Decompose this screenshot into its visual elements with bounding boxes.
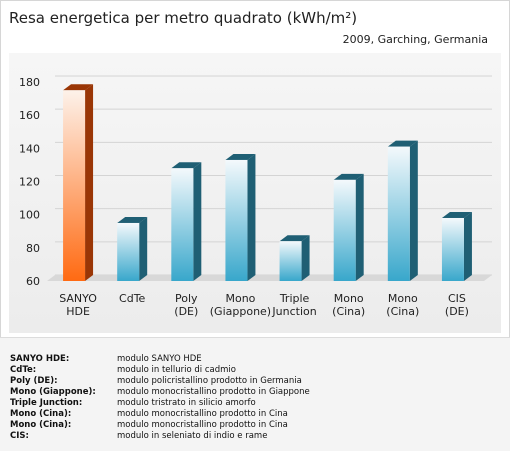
bar-top <box>279 235 310 242</box>
legend-row: Mono (Giappone): modulo monocristallino p… <box>10 387 310 398</box>
bar <box>171 168 194 281</box>
legend-description: modulo tristrato in silicio amorfo <box>117 398 256 408</box>
x-tick-label: SANYO HDE <box>59 292 97 318</box>
legend-key: Mono (Giappone): <box>10 387 96 397</box>
bar-side <box>463 211 472 281</box>
chart-floor <box>47 275 492 281</box>
bar <box>279 241 302 281</box>
bar <box>441 217 464 281</box>
legend-row: Triple Junction: modulo tristrato in sili… <box>10 398 310 409</box>
y-tick-label: 100 <box>19 209 40 222</box>
x-tick-label: CdTe <box>119 292 146 305</box>
chart-subtitle: 2009, Garching, Germania <box>342 33 488 46</box>
bar-top <box>171 162 202 169</box>
legend-key: Triple Junction: <box>10 398 83 408</box>
legend-key: Mono (Cina): <box>10 420 72 430</box>
bar-side <box>139 216 148 281</box>
bar-chart: 60 80 100 120 140 160 180 SANYO HDE CdTe Poly (DE)… <box>19 75 492 318</box>
legend-description: modulo monocristallino prodotto in Cina <box>117 420 288 430</box>
legend-key: CIS: <box>10 431 29 441</box>
x-tick-label: Poly (DE) <box>174 292 198 318</box>
bar <box>225 159 248 281</box>
y-tick-label: 60 <box>26 275 40 288</box>
legend-key: Poly (DE): <box>10 376 58 386</box>
x-tick-label: CIS (DE) <box>445 292 469 318</box>
y-tick-label: 160 <box>19 109 40 122</box>
bar-side <box>85 84 94 282</box>
bar-side <box>355 173 364 281</box>
legend-row: CIS: modulo in seleniato di indio e rame <box>10 431 310 442</box>
bar <box>63 90 86 282</box>
bar <box>387 146 410 281</box>
bar-side <box>409 140 418 281</box>
bar <box>117 222 140 281</box>
legend-description: modulo SANYO HDE <box>117 354 202 364</box>
bar-top <box>387 140 418 147</box>
y-tick-label: 140 <box>19 142 40 155</box>
bar-side <box>193 162 202 281</box>
x-tick-label: Mono (Cina) <box>332 292 365 318</box>
legend-key: CdTe: <box>10 365 37 375</box>
legend-description: modulo monocristallino prodotto in Giapp… <box>117 387 310 397</box>
legend-key: SANYO HDE: <box>10 354 70 364</box>
legend-key: Mono (Cina): <box>10 409 72 419</box>
legend-row: Poly (DE): modulo policristallino prodott… <box>10 376 310 387</box>
legend-row: CdTe: modulo in tellurio di cadmio <box>10 365 310 376</box>
legend-description: modulo policristallino prodotto in Germa… <box>117 376 302 386</box>
bar-side <box>247 153 256 281</box>
legend-row: Mono (Cina): modulo monocristallino prodo… <box>10 409 310 420</box>
legend-description: modulo in tellurio di cadmio <box>117 365 236 375</box>
chart-title: Resa energetica per metro quadrato (kWh/… <box>9 9 358 27</box>
y-tick-label: 120 <box>19 176 40 189</box>
y-tick-label: 180 <box>19 76 40 89</box>
bar-top <box>441 211 472 218</box>
legend-row: SANYO HDE: modulo SANYO HDE <box>10 354 310 365</box>
legend: SANYO HDE: modulo SANYO HDE CdTe: modulo in… <box>10 354 310 442</box>
legend-description: modulo monocristallino prodotto in Cina <box>117 409 288 419</box>
legend-row: Mono (Cina): modulo monocristallino prodo… <box>10 420 310 431</box>
bar <box>333 179 356 281</box>
legend-description: modulo in seleniato di indio e rame <box>117 431 268 441</box>
bar-top <box>117 216 148 223</box>
bar-side <box>301 235 310 281</box>
x-tick-label: Mono (Cina) <box>386 292 419 318</box>
x-tick-label: Mono (Giappone) <box>210 292 271 318</box>
legend-panel: SANYO HDE: modulo SANYO HDE CdTe: modulo in… <box>0 337 510 451</box>
bar-top <box>63 84 94 91</box>
bar-top <box>333 173 364 180</box>
y-tick-label: 80 <box>26 242 40 255</box>
x-tick-label: Triple Junction <box>271 292 316 318</box>
bar-top <box>225 153 256 160</box>
